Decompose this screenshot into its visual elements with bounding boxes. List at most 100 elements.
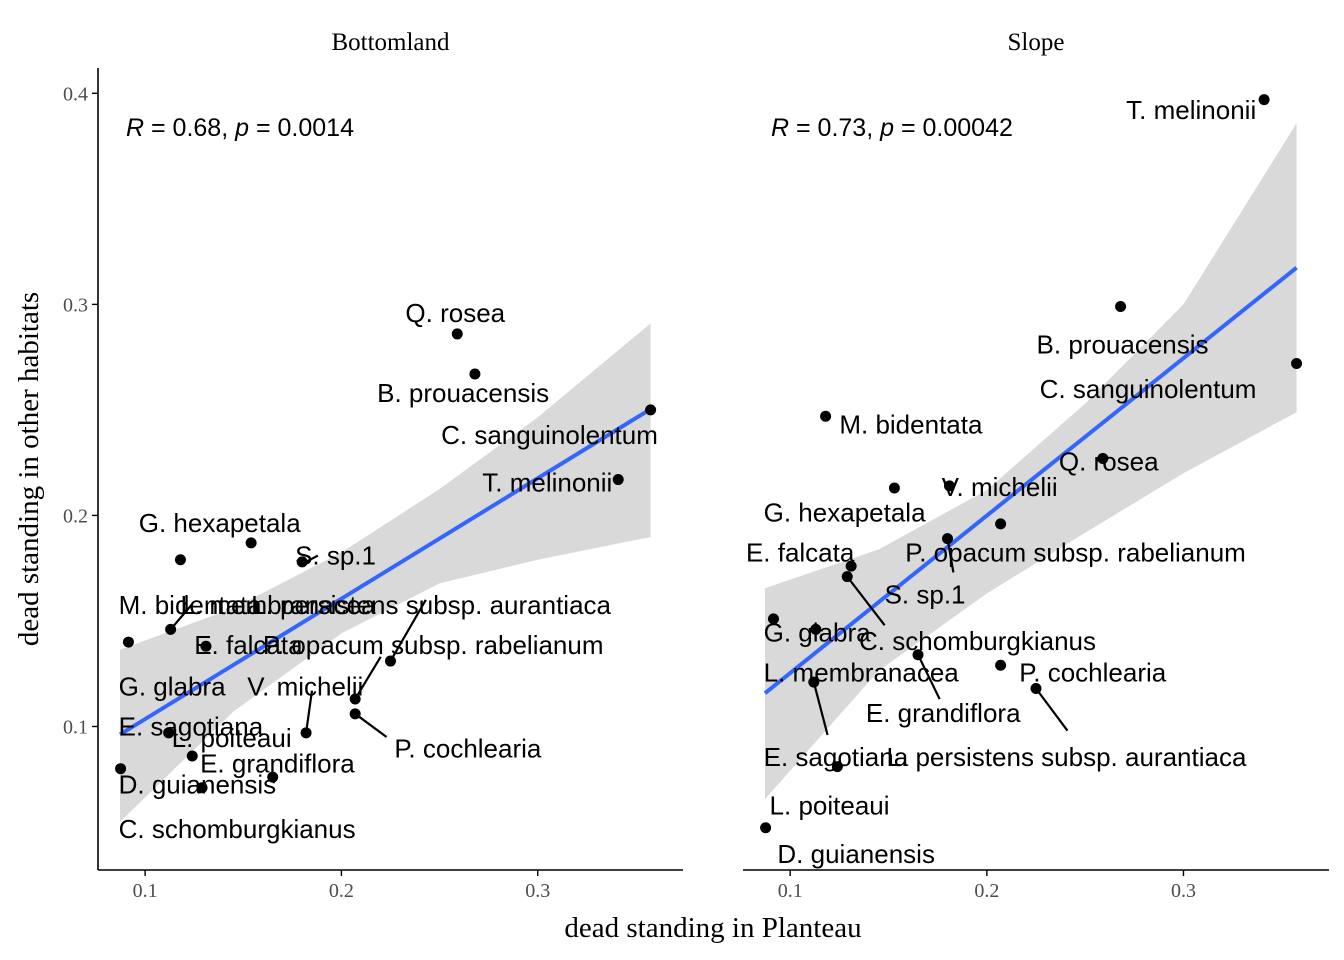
data-point — [912, 649, 924, 661]
data-point — [451, 328, 463, 340]
leader-line — [354, 656, 382, 700]
point-label: G. hexapetala — [139, 508, 301, 538]
data-point — [469, 368, 481, 380]
data-point — [349, 693, 361, 705]
panel-bottomland: Bottomland 0.1 0.2 0.3 0.4 0.1 0.2 0.3 R = 0.68,… — [63, 29, 683, 902]
data-point — [1291, 357, 1303, 369]
data-point — [995, 659, 1007, 671]
data-point — [163, 727, 175, 739]
point-label: L. persistens subsp. aurantiaca — [887, 742, 1247, 772]
x-tick-label: 0.3 — [525, 880, 550, 902]
data-point — [349, 708, 361, 720]
data-point — [820, 410, 832, 422]
point-label: E. falcata — [746, 537, 855, 567]
point-label: E. sagotiana — [764, 742, 909, 772]
correlation-stat: R = 0.68, p = 0.0014 — [126, 114, 354, 142]
data-point — [196, 782, 208, 794]
y-tick-label: 0.2 — [63, 505, 88, 527]
point-label: G. hexapetala — [764, 497, 926, 527]
data-point — [1258, 94, 1270, 106]
y-tick-label: 0.1 — [63, 716, 88, 738]
data-point — [267, 771, 279, 783]
point-label: G. glabra — [764, 618, 871, 648]
leader-line — [389, 599, 427, 662]
x-tick-label: 0.1 — [778, 880, 803, 902]
data-point — [943, 480, 955, 492]
point-label: D. guianensis — [777, 839, 935, 869]
confidence-band — [765, 123, 1297, 800]
data-point — [831, 761, 843, 773]
data-point — [186, 750, 198, 762]
point-label: P. cochlearia — [394, 734, 541, 764]
leader-line — [304, 690, 314, 733]
data-point — [760, 822, 772, 834]
point-label: P. opacum subsp. rabelianum — [905, 537, 1246, 567]
data-point — [1097, 452, 1109, 464]
data-point — [808, 676, 820, 688]
data-point — [1030, 682, 1042, 694]
data-point — [888, 482, 900, 494]
panel-title: Slope — [1008, 29, 1065, 56]
point-label: S. sp.1 — [295, 541, 376, 571]
point-label: C. sanguinolentum — [441, 420, 658, 450]
data-point — [245, 537, 257, 549]
x-tick-label: 0.2 — [329, 880, 354, 902]
leader-line — [846, 575, 886, 626]
point-label: T. melinonii — [1126, 95, 1256, 125]
point-label: Q. rosea — [1059, 447, 1159, 477]
data-point — [300, 727, 312, 739]
data-point — [942, 533, 954, 545]
leader-line — [946, 538, 955, 573]
x-tick-label: 0.1 — [133, 880, 158, 902]
x-tick-label: 0.3 — [1171, 880, 1196, 902]
data-point — [767, 613, 779, 625]
point-label: B. prouacensis — [1037, 329, 1209, 359]
leader-line — [1035, 687, 1069, 732]
panel-slope: Slope 0.1 0.2 0.3 R = 0.73, p = 0.00042 T. me… — [743, 29, 1329, 902]
point-label: C. schomburgkianus — [859, 626, 1096, 656]
point-label: C. sanguinolentum — [1040, 374, 1257, 404]
data-point — [612, 474, 624, 486]
leader-line — [917, 654, 941, 700]
point-label: L. membranacea — [764, 658, 960, 688]
x-axis-label: dead standing in Planteau — [564, 912, 861, 944]
point-label: V. michelii — [247, 671, 363, 701]
point-label: G. glabra — [119, 671, 226, 701]
data-point — [122, 636, 134, 648]
point-label: E. grandiflora — [866, 698, 1021, 728]
panel-title: Bottomland — [331, 29, 450, 56]
regression-line — [763, 266, 1298, 695]
leader-line — [812, 681, 829, 736]
point-label: V. michelii — [942, 472, 1058, 502]
point-label: S. sp.1 — [885, 580, 966, 610]
point-label: T. melinonii — [482, 468, 612, 498]
data-point — [296, 556, 308, 568]
data-point — [385, 655, 396, 667]
data-point — [200, 640, 212, 652]
point-label: P. opacum subsp. rabelianum — [263, 630, 604, 660]
point-label: L. membranacea — [180, 590, 376, 620]
correlation-stat: R = 0.73, p = 0.00042 — [771, 114, 1013, 142]
point-label: M. bidentata — [119, 590, 263, 620]
point-label: L. persistens subsp. aurantiaca — [251, 590, 611, 620]
data-point — [645, 404, 657, 416]
point-label: D. guianensis — [119, 770, 277, 800]
data-point — [1115, 300, 1127, 312]
point-label: Q. rosea — [405, 298, 505, 328]
point-label: C. schomburgkianus — [119, 814, 356, 844]
point-label: L. poiteaui — [770, 791, 890, 821]
regression-line — [118, 407, 652, 737]
y-tick-label: 0.4 — [63, 83, 88, 105]
point-label: E. grandiflora — [200, 748, 355, 778]
point-label: E. sagotiana — [119, 711, 264, 741]
leader-line — [305, 554, 319, 563]
point-label: P. cochlearia — [1019, 658, 1166, 688]
data-point — [995, 518, 1007, 530]
leader-line — [169, 603, 194, 631]
data-point — [115, 763, 127, 775]
point-label: B. prouacensis — [377, 378, 549, 408]
data-point — [841, 571, 853, 583]
data-point — [174, 554, 186, 566]
x-tick-label: 0.2 — [974, 880, 999, 902]
